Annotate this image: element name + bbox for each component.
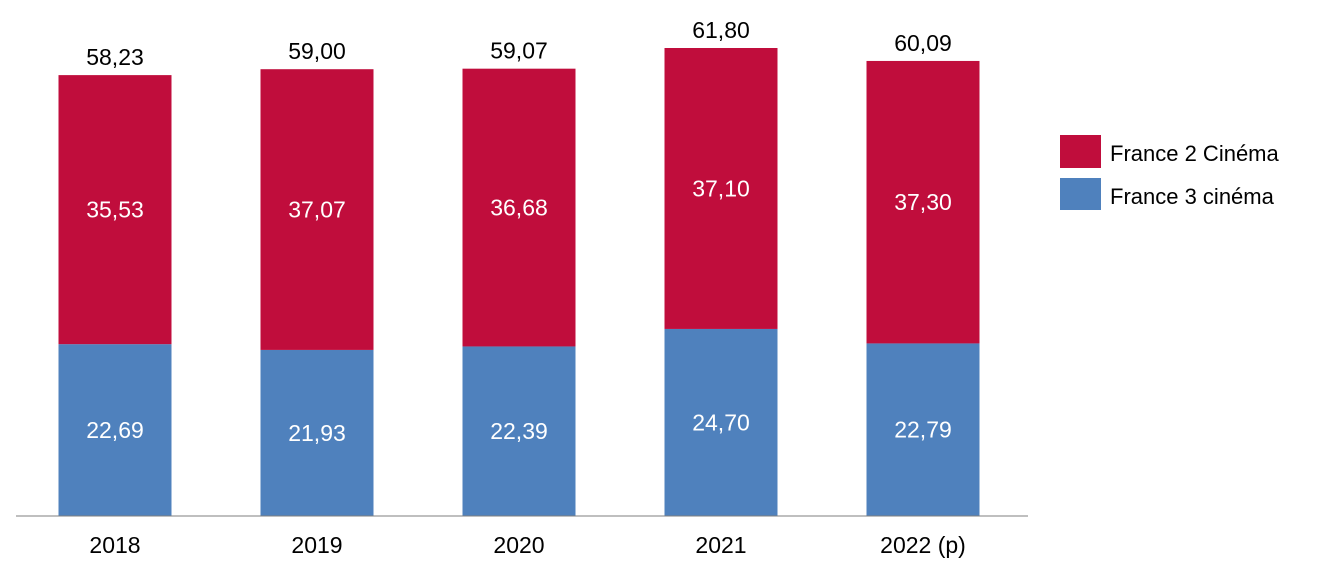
x-tick-label: 2018 <box>89 532 140 558</box>
total-label: 60,09 <box>894 30 952 56</box>
bar-segment-france-2-2022p <box>866 60 980 344</box>
data-label-france-2: 37,30 <box>894 189 952 215</box>
data-label-france-3: 22,79 <box>894 417 952 443</box>
x-tick-label: 2019 <box>291 532 342 558</box>
x-tick-label: 2021 <box>695 532 746 558</box>
bar-segment-france-2-2018 <box>58 75 172 345</box>
legend: France 2 Cinéma France 3 cinéma <box>1060 135 1280 210</box>
data-label-france-3: 22,39 <box>490 418 548 444</box>
bar-segment-france-3-2018 <box>58 344 172 516</box>
total-label: 59,07 <box>490 38 548 64</box>
x-tick-label: 2020 <box>493 532 544 558</box>
total-label: 61,80 <box>692 17 750 43</box>
bar-segment-france-2-2021 <box>664 48 778 329</box>
legend-label-france-2: France 2 Cinéma <box>1110 141 1280 166</box>
bar-segment-france-3-2020 <box>462 346 576 516</box>
data-label-france-2: 37,10 <box>692 175 750 201</box>
data-label-france-3: 22,69 <box>86 417 144 443</box>
data-label-france-2: 36,68 <box>490 195 548 221</box>
bar-segment-france-3-2022p <box>866 343 980 516</box>
legend-swatch-france-2 <box>1060 135 1101 168</box>
legend-label-france-3: France 3 cinéma <box>1110 184 1275 209</box>
data-label-france-3: 24,70 <box>692 409 750 435</box>
data-label-france-2: 35,53 <box>86 197 144 223</box>
total-label: 59,00 <box>288 38 346 64</box>
x-tick-labels: 2018 2019 2020 2021 2022 (p) <box>89 532 965 558</box>
legend-swatch-france-3 <box>1060 178 1101 210</box>
bars-layer: 22,69 35,53 58,23 21,93 37,07 59,00 22,39 36,68… <box>58 17 980 516</box>
x-tick-label: 2022 (p) <box>880 532 966 558</box>
bar-segment-france-3-2019 <box>260 349 374 516</box>
total-label: 58,23 <box>86 44 144 70</box>
bar-segment-france-2-2019 <box>260 69 374 350</box>
bar-segment-france-3-2021 <box>664 328 778 516</box>
bar-segment-france-2-2020 <box>462 68 576 347</box>
data-label-france-3: 21,93 <box>288 420 346 446</box>
data-label-france-2: 37,07 <box>288 197 346 223</box>
